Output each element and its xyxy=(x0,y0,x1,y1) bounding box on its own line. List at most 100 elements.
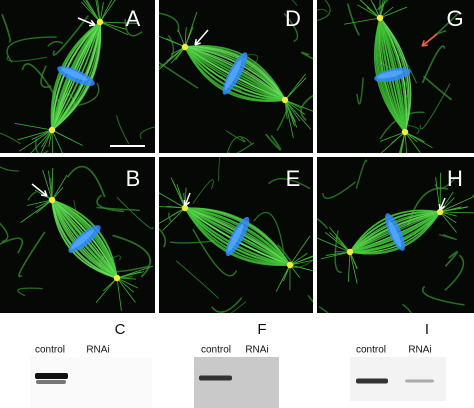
astral-ray xyxy=(116,277,134,293)
astral-ray xyxy=(379,6,408,19)
panel-letter: G xyxy=(446,6,463,31)
astral-ray xyxy=(380,131,406,142)
astral-ray xyxy=(159,206,186,209)
astral-ray xyxy=(48,170,53,201)
astral-ray xyxy=(51,129,63,153)
blot-letter: F xyxy=(257,321,266,338)
background-filament xyxy=(0,237,23,254)
background-filament xyxy=(139,126,155,140)
background-filament xyxy=(66,165,106,198)
astral-ray xyxy=(51,174,68,201)
astral-ray xyxy=(81,1,101,23)
background-filament xyxy=(35,138,49,153)
micrograph-panel xyxy=(0,0,155,153)
astral-ray xyxy=(439,197,455,213)
spindle-pole xyxy=(376,14,384,22)
arrow xyxy=(77,17,96,26)
blot-letter: C xyxy=(115,321,126,338)
astral-ray xyxy=(82,0,101,23)
lane-label: control xyxy=(356,345,386,356)
astral-ray xyxy=(31,129,53,140)
astral-ray xyxy=(17,129,53,141)
astral-ray xyxy=(99,2,104,23)
background-filament xyxy=(192,228,238,277)
micrograph-panel xyxy=(317,0,474,153)
spindle-pole xyxy=(96,18,104,26)
background-filament xyxy=(268,178,311,190)
astral-ray xyxy=(439,206,469,213)
astral-ray xyxy=(170,177,186,209)
astral-ray xyxy=(99,21,127,30)
spindle-pole xyxy=(286,261,294,269)
background-filament xyxy=(301,51,313,60)
background-filament xyxy=(322,181,357,200)
astral-ray xyxy=(116,277,122,311)
background-filament xyxy=(356,77,364,105)
astral-ray xyxy=(99,21,138,24)
background-filament xyxy=(218,157,221,182)
spindle-pole xyxy=(48,196,56,204)
astral-ray xyxy=(116,277,139,289)
panel-letter: D xyxy=(285,6,301,31)
astral-ray xyxy=(41,129,53,148)
background-filament xyxy=(283,12,299,43)
background-filament xyxy=(401,303,412,313)
spindle-pole xyxy=(401,128,409,136)
background-filament xyxy=(175,260,219,299)
arrow-head xyxy=(194,38,201,46)
chromosomes xyxy=(377,70,404,79)
astral-ray xyxy=(166,38,186,48)
arrow xyxy=(439,197,446,211)
micrograph-panel xyxy=(0,157,155,313)
astral-ray xyxy=(40,129,53,153)
background-filament xyxy=(6,55,47,62)
astral-ray xyxy=(99,0,116,23)
spindle-pole xyxy=(281,96,289,104)
background-filament xyxy=(422,285,465,306)
spindle-pole xyxy=(48,126,56,134)
background-filament xyxy=(422,75,453,101)
astral-ray xyxy=(97,0,101,23)
blot-band xyxy=(405,379,434,383)
astral-ray xyxy=(20,199,53,223)
background-filament xyxy=(116,115,130,145)
astral-ray xyxy=(289,256,313,266)
panel-letter: E xyxy=(286,166,301,191)
background-filament xyxy=(103,255,121,264)
spindle-pole xyxy=(181,204,189,212)
background-filament xyxy=(116,196,154,230)
astral-ray xyxy=(284,99,288,120)
astral-ray xyxy=(343,17,381,25)
astral-ray xyxy=(284,99,313,112)
astral-ray xyxy=(284,99,294,139)
background-filament xyxy=(47,40,64,47)
background-filament xyxy=(192,179,214,204)
astral-ray xyxy=(357,4,381,19)
background-filament xyxy=(78,82,100,107)
astral-ray xyxy=(116,271,142,279)
western-blot xyxy=(350,357,446,401)
background-filament xyxy=(0,222,9,243)
astral-ray xyxy=(289,235,311,266)
astral-ray xyxy=(51,129,83,146)
astral-ray xyxy=(317,237,351,253)
arrow-head xyxy=(40,190,48,197)
astral-ray xyxy=(439,211,457,233)
astral-ray xyxy=(324,231,351,253)
background-filament xyxy=(317,8,328,13)
astral-ray xyxy=(284,99,312,130)
arrow xyxy=(421,33,438,47)
background-filament xyxy=(317,217,329,229)
blot-band xyxy=(356,378,388,384)
astral-ray xyxy=(289,253,308,266)
chromosomes xyxy=(227,223,244,252)
background-filament xyxy=(276,244,295,268)
background-filament xyxy=(291,0,298,6)
panel-letter: A xyxy=(126,6,141,31)
background-filament xyxy=(159,228,166,248)
background-filament xyxy=(0,166,19,172)
background-filament xyxy=(318,306,329,313)
background-filament xyxy=(159,61,199,89)
background-filament xyxy=(355,159,368,189)
